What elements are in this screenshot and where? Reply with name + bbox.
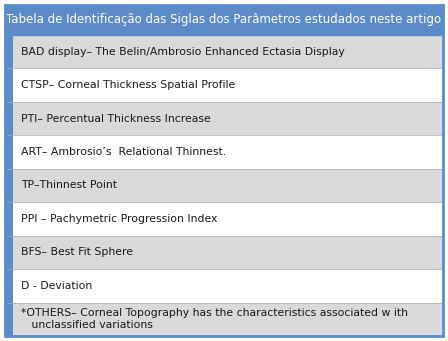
Bar (5, 236, 443, 269)
Bar (5, 202, 13, 236)
Bar (5, 5, 443, 35)
Bar (5, 69, 443, 102)
Text: Tabela de Identificação das Siglas dos Parâmetros estudados neste artigo: Tabela de Identificação das Siglas dos P… (6, 14, 442, 27)
Text: BFS– Best Fit Sphere: BFS– Best Fit Sphere (21, 247, 133, 257)
Bar (5, 169, 13, 202)
Bar (5, 35, 443, 69)
Bar (5, 169, 443, 202)
Bar (5, 202, 443, 236)
Text: *OTHERS– Corneal Topography has the characteristics associated w ith
   unclassi: *OTHERS– Corneal Topography has the char… (21, 309, 408, 330)
Bar (5, 269, 443, 302)
Text: PPI – Pachymetric Progression Index: PPI – Pachymetric Progression Index (21, 214, 217, 224)
Bar (5, 269, 13, 302)
Text: BAD display– The Belin/Ambrosio Enhanced Ectasia Display: BAD display– The Belin/Ambrosio Enhanced… (21, 47, 345, 57)
Bar (5, 236, 13, 269)
Text: PTI– Percentual Thickness Increase: PTI– Percentual Thickness Increase (21, 114, 211, 123)
Bar (5, 69, 13, 102)
Bar (5, 302, 13, 336)
Bar (5, 135, 443, 169)
Text: TP–Thinnest Point: TP–Thinnest Point (21, 180, 117, 191)
Text: D - Deviation: D - Deviation (21, 281, 92, 291)
Bar (5, 135, 13, 169)
Bar (5, 102, 443, 135)
Text: CTSP– Corneal Thickness Spatial Profile: CTSP– Corneal Thickness Spatial Profile (21, 80, 235, 90)
Text: ART– Ambrosio’s  Relational Thinnest.: ART– Ambrosio’s Relational Thinnest. (21, 147, 226, 157)
Bar (5, 102, 13, 135)
Bar (5, 302, 443, 336)
Bar (5, 35, 13, 69)
